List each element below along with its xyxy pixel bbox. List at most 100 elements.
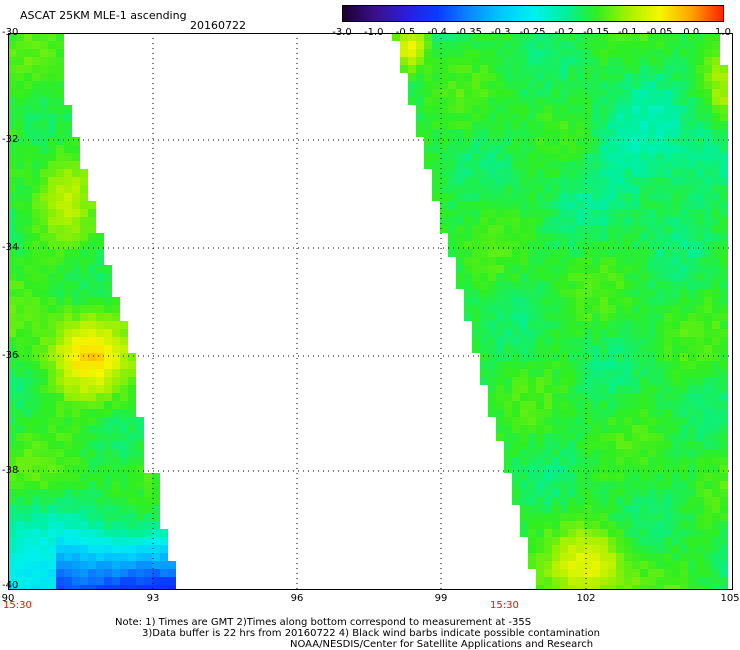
swath-cell: [400, 41, 408, 49]
swath-cell: [560, 457, 568, 465]
product-date: 20160722: [190, 19, 246, 32]
swath-cell: [576, 281, 584, 289]
swath-cell: [648, 73, 656, 81]
swath-cell: [624, 281, 632, 289]
swath-cell: [656, 177, 664, 185]
swath-cell: [640, 57, 648, 65]
swath-cell: [672, 169, 680, 177]
swath-cell: [680, 105, 688, 113]
swath-cell: [592, 353, 600, 361]
swath-cell: [696, 401, 704, 409]
swath-cell: [24, 505, 32, 513]
swath-cell: [472, 137, 480, 145]
swath-cell: [680, 137, 688, 145]
swath-cell: [144, 529, 152, 537]
swath-cell: [96, 273, 104, 281]
swath-cell: [640, 537, 648, 545]
swath-cell: [440, 73, 448, 81]
swath-cell: [456, 281, 464, 289]
swath-cell: [608, 89, 616, 97]
swath-cell: [552, 121, 560, 129]
swath-cell: [96, 329, 104, 337]
swath-cell: [656, 361, 664, 369]
swath-cell: [672, 497, 680, 505]
swath-cell: [512, 457, 520, 465]
swath-cell: [624, 521, 632, 529]
swath-cell: [64, 369, 72, 377]
swath-cell: [648, 33, 656, 41]
swath-cell: [592, 505, 600, 513]
swath-cell: [648, 57, 656, 65]
swath-cell: [592, 89, 600, 97]
swath-cell: [544, 409, 552, 417]
swath-cell: [552, 113, 560, 121]
swath-cell: [88, 265, 96, 273]
swath-cell: [504, 153, 512, 161]
swath-cell: [504, 257, 512, 265]
swath-cell: [656, 545, 664, 553]
swath-cell: [624, 121, 632, 129]
swath-cell: [552, 481, 560, 489]
swath-cell: [552, 441, 560, 449]
swath-cell: [544, 137, 552, 145]
swath-cell: [720, 569, 728, 577]
swath-cell: [464, 65, 472, 73]
swath-cell: [608, 433, 616, 441]
swath-cell: [40, 497, 48, 505]
swath-cell: [640, 153, 648, 161]
swath-cell: [96, 489, 104, 497]
swath-cell: [48, 505, 56, 513]
swath-cell: [536, 321, 544, 329]
swath-cell: [16, 313, 24, 321]
swath-cell: [552, 585, 560, 590]
swath-cell: [16, 105, 24, 113]
swath-cell: [512, 417, 520, 425]
swath-cell: [536, 297, 544, 305]
swath-cell: [472, 193, 480, 201]
swath-cell: [72, 345, 80, 353]
swath-cell: [656, 569, 664, 577]
swath-cell: [568, 225, 576, 233]
swath-cell: [112, 409, 120, 417]
swath-cell: [456, 73, 464, 81]
swath-cell: [72, 249, 80, 257]
swath-cell: [688, 297, 696, 305]
swath-cell: [536, 193, 544, 201]
swath-cell: [520, 425, 528, 433]
swath-cell: [24, 465, 32, 473]
swath-cell: [664, 329, 672, 337]
swath-cell: [600, 345, 608, 353]
swath-cell: [648, 561, 656, 569]
swath-cell: [696, 41, 704, 49]
swath-cell: [576, 73, 584, 81]
swath-cell: [568, 57, 576, 65]
swath-cell: [632, 265, 640, 273]
swath-cell: [616, 137, 624, 145]
swath-cell: [24, 113, 32, 121]
swath-cell: [40, 305, 48, 313]
swath-cell: [608, 209, 616, 217]
swath-cell: [48, 545, 56, 553]
swath-cell: [112, 449, 120, 457]
swath-cell: [32, 201, 40, 209]
swath-cell: [72, 297, 80, 305]
swath-cell: [496, 121, 504, 129]
swath-cell: [512, 305, 520, 313]
swath-cell: [544, 201, 552, 209]
swath-cell: [8, 489, 16, 497]
swath-cell: [568, 49, 576, 57]
swath-cell: [672, 201, 680, 209]
swath-cell: [608, 561, 616, 569]
swath-cell: [616, 185, 624, 193]
swath-cell: [680, 465, 688, 473]
swath-cell: [496, 401, 504, 409]
swath-cell: [664, 177, 672, 185]
swath-cell: [632, 505, 640, 513]
swath-cell: [488, 353, 496, 361]
swath-cell: [432, 185, 440, 193]
swath-cell: [40, 521, 48, 529]
swath-cell: [120, 505, 128, 513]
swath-cell: [600, 169, 608, 177]
swath-cell: [664, 33, 672, 41]
swath-cell: [568, 305, 576, 313]
